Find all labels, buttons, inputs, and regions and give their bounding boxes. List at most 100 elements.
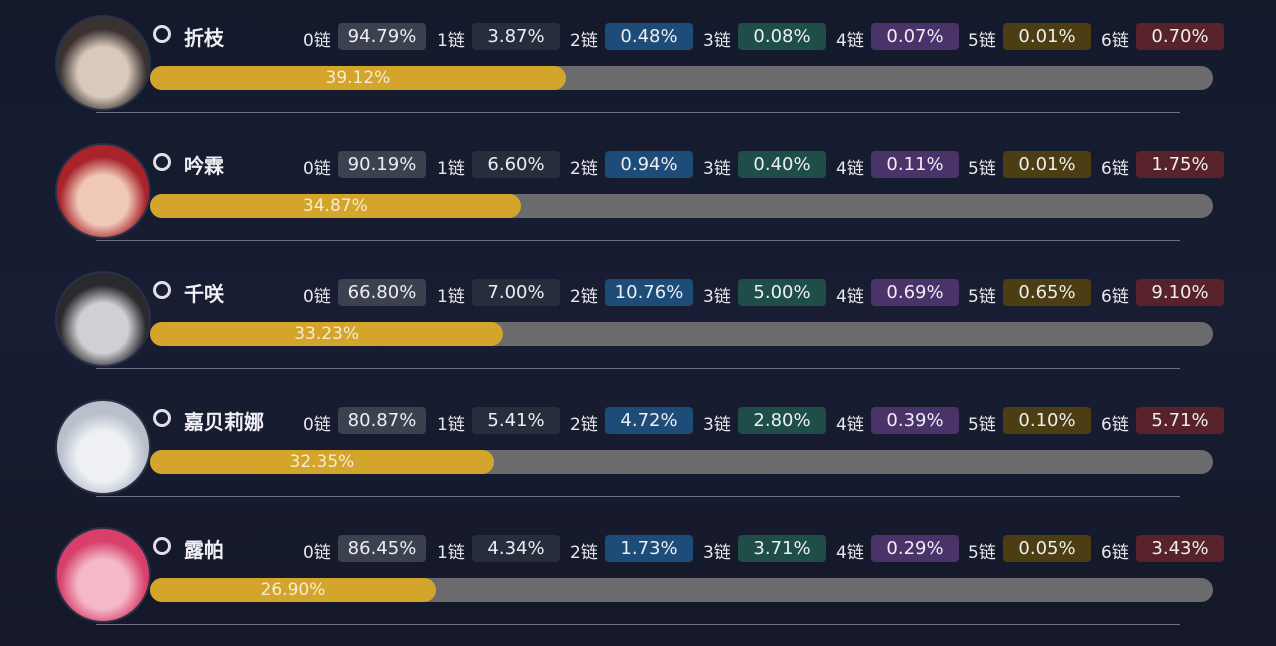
usage-bar — [150, 194, 521, 218]
element-icon — [153, 537, 171, 555]
chain-rate: 6.60% — [472, 151, 560, 178]
usage-label: 39.12% — [325, 68, 391, 88]
chain-label: 5链 — [968, 543, 996, 563]
chain-label: 2链 — [570, 31, 598, 51]
chain-label: 4链 — [836, 31, 864, 51]
divider — [96, 624, 1180, 625]
avatar — [55, 143, 151, 239]
chain-rate: 9.10% — [1136, 279, 1224, 306]
character-row: 折枝 0链 94.79% 1链 3.87% 2链 0.48% 3链 0.08% 4链 0.07% 5链… — [0, 0, 1276, 128]
chain-label: 1链 — [437, 31, 465, 51]
chain-rate: 66.80% — [338, 279, 426, 306]
chain-rate: 10.76% — [605, 279, 693, 306]
chain-label: 4链 — [836, 543, 864, 563]
usage-label: 33.23% — [294, 324, 360, 344]
avatar — [55, 527, 151, 623]
chain-label: 0链 — [303, 415, 331, 435]
character-name: 嘉贝莉娜 — [184, 410, 264, 434]
chain-rate: 0.48% — [605, 23, 693, 50]
chain-rate: 0.40% — [738, 151, 826, 178]
divider — [96, 496, 1180, 497]
usage-track — [150, 450, 1213, 474]
chain-rate: 5.41% — [472, 407, 560, 434]
chain-rate: 3.43% — [1136, 535, 1224, 562]
element-icon — [153, 153, 171, 171]
usage-track — [150, 322, 1213, 346]
character-row: 千咲 0链 66.80% 1链 7.00% 2链 10.76% 3链 5.00% 4链 0.69% 5… — [0, 256, 1276, 384]
chain-label: 0链 — [303, 287, 331, 307]
chain-label: 6链 — [1101, 543, 1129, 563]
chain-label: 0链 — [303, 159, 331, 179]
chain-label: 1链 — [437, 159, 465, 179]
chain-label: 6链 — [1101, 415, 1129, 435]
character-name: 吟霖 — [184, 154, 224, 178]
usage-track — [150, 66, 1213, 90]
chain-rate: 0.69% — [871, 279, 959, 306]
chain-rate: 4.72% — [605, 407, 693, 434]
character-name: 千咲 — [184, 282, 224, 306]
character-row: 嘉贝莉娜 0链 80.87% 1链 5.41% 2链 4.72% 3链 2.80% 4链 0.39%… — [0, 384, 1276, 512]
avatar — [55, 15, 151, 111]
chain-label: 5链 — [968, 31, 996, 51]
usage-label: 26.90% — [260, 580, 326, 600]
divider — [96, 368, 1180, 369]
chain-label: 1链 — [437, 543, 465, 563]
chain-rate: 5.00% — [738, 279, 826, 306]
chain-rate: 1.75% — [1136, 151, 1224, 178]
chain-label: 2链 — [570, 287, 598, 307]
chain-rate: 0.11% — [871, 151, 959, 178]
usage-bar — [150, 450, 494, 474]
chain-label: 3链 — [703, 415, 731, 435]
usage-label: 32.35% — [289, 452, 355, 472]
chain-rate: 0.10% — [1003, 407, 1091, 434]
avatar — [55, 399, 151, 495]
chain-label: 5链 — [968, 287, 996, 307]
character-row: 露帕 0链 86.45% 1链 4.34% 2链 1.73% 3链 3.71% 4链 0.29% 5链… — [0, 512, 1276, 640]
chain-rate: 94.79% — [338, 23, 426, 50]
divider — [96, 240, 1180, 241]
chain-label: 3链 — [703, 287, 731, 307]
element-icon — [153, 409, 171, 427]
element-icon — [153, 281, 171, 299]
chain-rate: 86.45% — [338, 535, 426, 562]
usage-track — [150, 194, 1213, 218]
chain-rate: 0.05% — [1003, 535, 1091, 562]
chain-rate: 7.00% — [472, 279, 560, 306]
chain-label: 5链 — [968, 159, 996, 179]
chain-label: 1链 — [437, 415, 465, 435]
chain-label: 6链 — [1101, 287, 1129, 307]
usage-track — [150, 578, 1213, 602]
divider — [96, 112, 1180, 113]
chain-rate: 0.07% — [871, 23, 959, 50]
chain-label: 1链 — [437, 287, 465, 307]
chain-label: 0链 — [303, 31, 331, 51]
chain-rate: 1.73% — [605, 535, 693, 562]
chain-label: 2链 — [570, 543, 598, 563]
chain-rate: 3.87% — [472, 23, 560, 50]
element-icon — [153, 25, 171, 43]
chain-rate: 0.08% — [738, 23, 826, 50]
character-name: 露帕 — [184, 538, 224, 562]
chain-label: 3链 — [703, 159, 731, 179]
character-name: 折枝 — [184, 26, 224, 50]
chain-rate: 0.94% — [605, 151, 693, 178]
chain-rate: 0.01% — [1003, 151, 1091, 178]
chain-label: 3链 — [703, 543, 731, 563]
chain-rate: 0.39% — [871, 407, 959, 434]
character-row: 吟霖 0链 90.19% 1链 6.60% 2链 0.94% 3链 0.40% 4链 0.11% 5链… — [0, 128, 1276, 256]
chain-rate: 0.70% — [1136, 23, 1224, 50]
chain-label: 3链 — [703, 31, 731, 51]
usage-bar — [150, 66, 566, 90]
chain-label: 6链 — [1101, 31, 1129, 51]
usage-bar — [150, 322, 504, 346]
chain-rate: 80.87% — [338, 407, 426, 434]
chain-label: 6链 — [1101, 159, 1129, 179]
chain-rate: 5.71% — [1136, 407, 1224, 434]
usage-bar — [150, 578, 436, 602]
chain-label: 4链 — [836, 159, 864, 179]
chain-label: 0链 — [303, 543, 331, 563]
chain-label: 2链 — [570, 415, 598, 435]
chain-rate: 90.19% — [338, 151, 426, 178]
usage-label: 34.87% — [302, 196, 368, 216]
